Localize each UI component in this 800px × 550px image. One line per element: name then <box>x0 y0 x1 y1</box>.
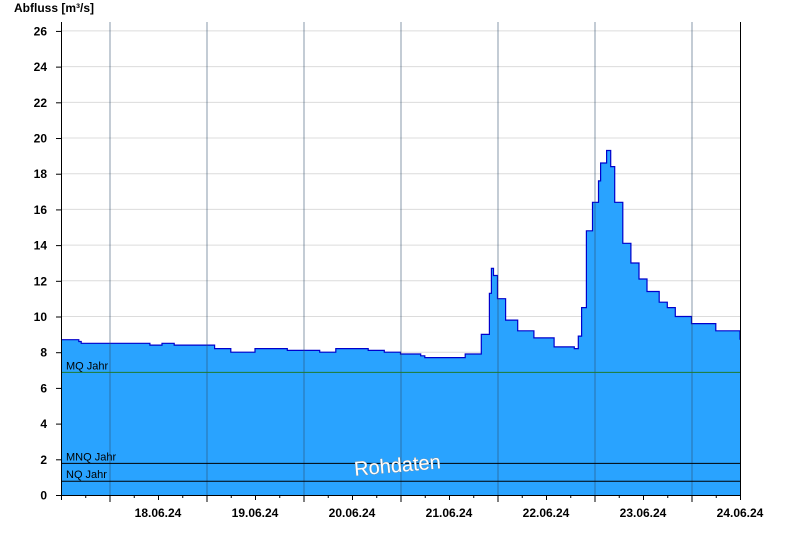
y-tick-label: 4 <box>40 417 47 431</box>
x-tick-label: 24.06.24 <box>717 506 764 520</box>
reference-line-label: NQ Jahr <box>66 469 107 481</box>
y-tick-label: 2 <box>40 453 47 467</box>
y-tick-label: 22 <box>34 96 48 110</box>
reference-line-label: MQ Jahr <box>66 360 109 372</box>
y-tick-label: 6 <box>40 381 47 395</box>
y-tick-label: 18 <box>34 167 48 181</box>
x-axis: 18.06.24 19.06.24 20.06.24 21.06.24 22.06.24… <box>61 495 764 520</box>
y-tick-label: 12 <box>34 274 48 288</box>
y-tick-label: 24 <box>34 60 48 74</box>
y-tick-label: 14 <box>34 239 48 253</box>
x-tick-label: 20.06.24 <box>329 506 376 520</box>
reference-line-label: MNQ Jahr <box>66 451 116 463</box>
reference-lines: MQ Jahr MNQ Jahr NQ Jahr <box>61 360 740 482</box>
x-tick-label: 22.06.24 <box>523 506 570 520</box>
y-tick-label: 0 <box>40 489 47 503</box>
y-axis-label: Abfluss [m³/s] <box>14 1 94 15</box>
day-separators <box>109 22 693 495</box>
discharge-area <box>61 150 740 495</box>
y-tick-label: 8 <box>40 346 47 360</box>
x-tick-label: 19.06.24 <box>232 506 279 520</box>
x-tick-label: 23.06.24 <box>620 506 667 520</box>
y-tick-label: 26 <box>34 24 48 38</box>
discharge-line <box>61 149 741 359</box>
y-tick-label: 20 <box>34 132 48 146</box>
x-tick-label: 18.06.24 <box>135 506 182 520</box>
y-tick-label: 10 <box>34 310 48 324</box>
x-tick-label: 21.06.24 <box>426 506 473 520</box>
y-tick-label: 16 <box>34 203 48 217</box>
